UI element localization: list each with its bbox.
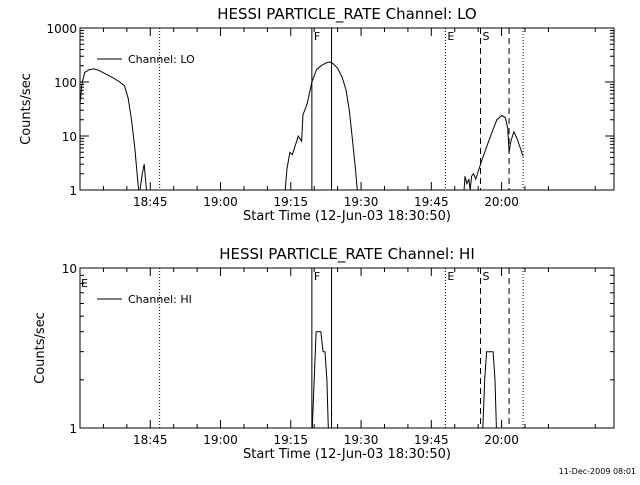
series-line [284,61,358,190]
event-marker-label: E [447,270,454,283]
plot-frame [79,267,615,429]
series-line [139,164,147,190]
x-axis-title: Start Time (12-Jun-03 18:30:50) [243,209,451,224]
chart-title: HESSI PARTICLE_RATE Channel: LO [217,5,476,24]
y-tick-label: 1000 [46,22,77,36]
x-tick-label: 19:15 [273,433,308,447]
series-line [463,114,524,190]
y-axis-title: Counts/sec [33,312,48,384]
y-tick-label: 10 [62,130,77,144]
event-marker-label: E [447,30,454,43]
chart-panel-lo: HESSI PARTICLE_RATE Channel: LO 18:45 19:0… [19,5,615,224]
event-marker-label: F [314,270,320,283]
event-marker-label: S [483,30,490,43]
x-tick-label: 18:45 [133,195,168,209]
series-line [80,68,140,190]
x-tick-label: 19:00 [203,433,238,447]
x-tick-label: 20:00 [484,433,519,447]
legend-label: Channel: HI [128,293,192,306]
event-marker-label: S [483,270,490,283]
x-tick-label: 19:30 [344,433,379,447]
y-tick-label: 1 [69,184,77,198]
x-tick-label: 18:45 [133,433,168,447]
y-tick-label: 1 [69,422,77,436]
x-tick-label: 19:45 [414,195,449,209]
y-tick-label: 10 [62,262,77,276]
chart-panel-hi: HESSI PARTICLE_RATE Channel: HI 18:45 19:0… [33,245,615,462]
legend-label: Channel: LO [128,53,195,66]
x-tick-label: 19:45 [414,433,449,447]
series-line [311,331,329,428]
plot-frame [79,27,615,191]
y-axis-title: Counts/sec [19,73,34,145]
y-tick-label: 100 [54,76,77,90]
x-axis-title: Start Time (12-Jun-03 18:30:50) [243,447,451,462]
x-tick-label: 19:15 [273,195,308,209]
footer-timestamp: 11-Dec-2009 08:01 [559,467,636,476]
series-line [482,351,497,428]
event-marker-label: F [314,30,320,43]
x-tick-label: 19:30 [344,195,379,209]
x-tick-label: 19:00 [203,195,238,209]
x-tick-label: 20:00 [484,195,519,209]
chart-title: HESSI PARTICLE_RATE Channel: HI [219,245,475,264]
event-marker-label: E [81,277,88,290]
